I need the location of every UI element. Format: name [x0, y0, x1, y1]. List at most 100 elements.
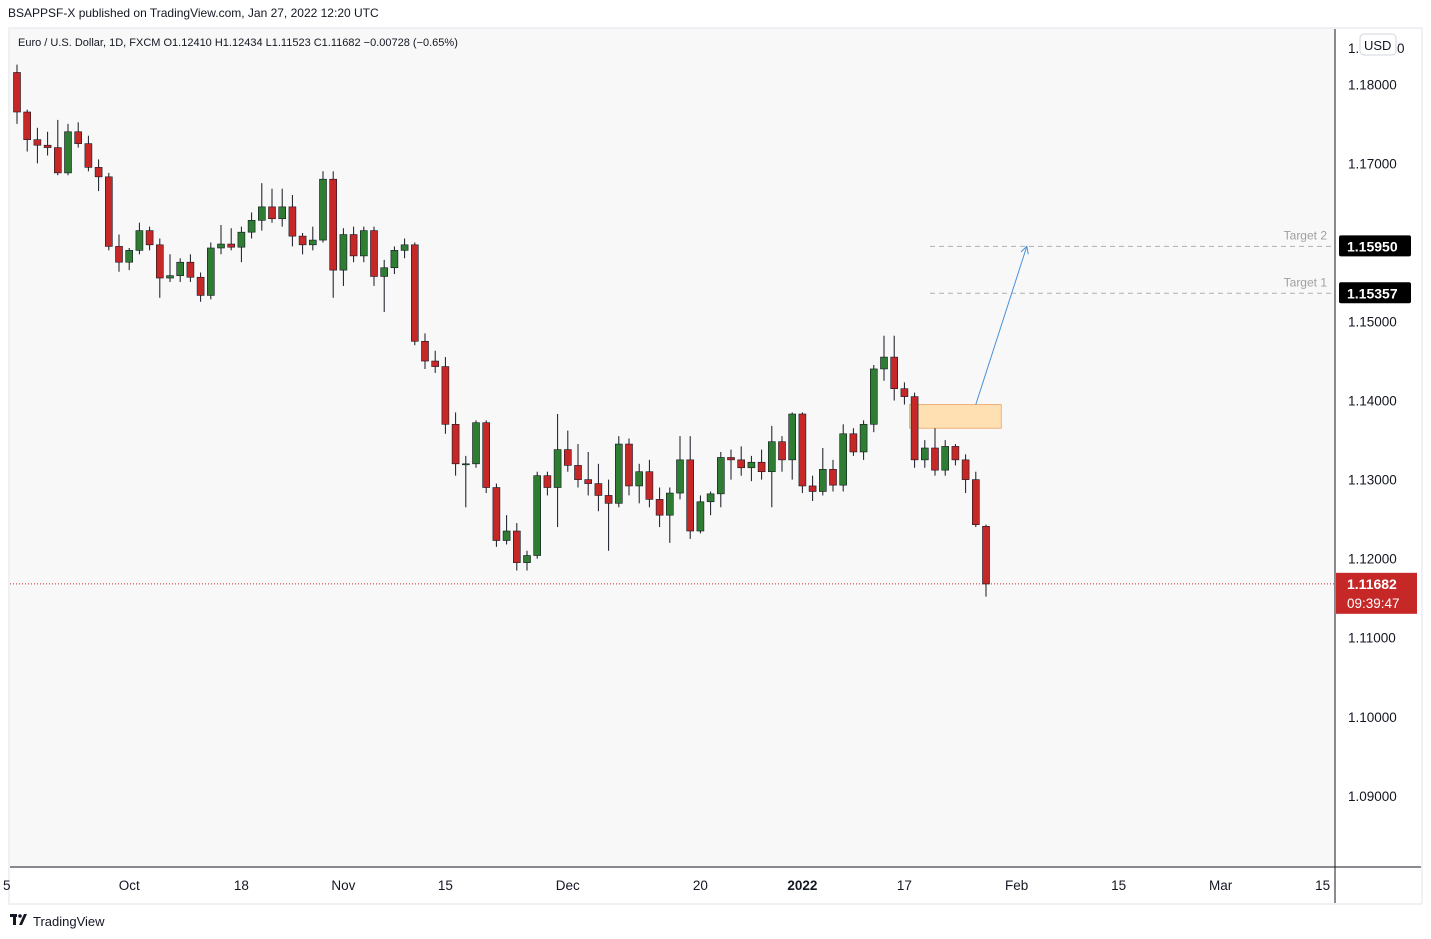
candle-body[interactable]: [614, 443, 623, 504]
candle-body[interactable]: [553, 449, 562, 488]
candle-body[interactable]: [665, 492, 674, 516]
candle-body[interactable]: [604, 495, 613, 504]
candle-body[interactable]: [645, 471, 654, 500]
candle-body[interactable]: [370, 230, 378, 277]
candle-body[interactable]: [298, 235, 307, 246]
candle-body[interactable]: [941, 446, 950, 471]
candle-body[interactable]: [859, 423, 868, 453]
projection-arrow[interactable]: [975, 246, 1028, 405]
candle-body[interactable]: [288, 206, 297, 237]
candle-body[interactable]: [421, 340, 429, 362]
candle-body[interactable]: [400, 244, 409, 251]
candle-body[interactable]: [900, 388, 909, 397]
candle-body[interactable]: [278, 206, 287, 220]
candle-body[interactable]: [829, 469, 837, 486]
candle-body[interactable]: [186, 261, 195, 278]
candle-body[interactable]: [441, 366, 450, 425]
candle-body[interactable]: [115, 246, 123, 263]
candle-body[interactable]: [676, 459, 684, 494]
candle-body[interactable]: [33, 139, 42, 146]
candle-body[interactable]: [43, 144, 52, 148]
candle-body[interactable]: [778, 441, 786, 461]
candle-body[interactable]: [890, 356, 899, 390]
candle-body[interactable]: [135, 230, 144, 251]
candle-body[interactable]: [227, 243, 235, 248]
candle-body[interactable]: [308, 239, 317, 246]
candle-body[interactable]: [247, 220, 256, 233]
candle-body[interactable]: [166, 275, 174, 279]
candle-body[interactable]: [798, 413, 807, 487]
candle-body[interactable]: [747, 461, 756, 469]
candle-body[interactable]: [706, 493, 715, 503]
candle-body[interactable]: [492, 487, 501, 541]
candle-body[interactable]: [849, 433, 858, 453]
candle-body[interactable]: [461, 463, 470, 466]
candle-body[interactable]: [910, 396, 919, 461]
candle-body[interactable]: [410, 244, 419, 342]
candle-body[interactable]: [931, 447, 939, 471]
candle-body[interactable]: [207, 247, 215, 296]
candle-body[interactable]: [319, 178, 327, 241]
candle-body[interactable]: [951, 446, 960, 461]
candle-body[interactable]: [105, 176, 113, 247]
candle-body[interactable]: [737, 459, 746, 469]
candle-body[interactable]: [217, 243, 225, 249]
candle-body[interactable]: [563, 449, 572, 466]
candle-body[interactable]: [502, 530, 511, 541]
candle-body[interactable]: [329, 178, 338, 271]
plot-area[interactable]: [10, 29, 1335, 867]
candle-body[interactable]: [523, 555, 531, 563]
candle-body[interactable]: [880, 356, 888, 370]
candle-body[interactable]: [53, 147, 62, 174]
candle-body[interactable]: [971, 479, 980, 525]
candle-body[interactable]: [869, 368, 878, 425]
candle-body[interactable]: [94, 167, 103, 178]
candle-body[interactable]: [818, 469, 827, 492]
candle-body[interactable]: [839, 433, 848, 486]
candle-body[interactable]: [431, 360, 440, 367]
candle-body[interactable]: [380, 267, 389, 277]
candle-body[interactable]: [584, 479, 593, 484]
candle-body[interactable]: [655, 499, 664, 516]
candle-body[interactable]: [961, 459, 970, 480]
candle-body[interactable]: [574, 465, 582, 480]
candle-body[interactable]: [359, 230, 368, 257]
candle-body[interactable]: [696, 501, 705, 532]
candle-body[interactable]: [686, 459, 695, 532]
candle-body[interactable]: [23, 111, 32, 140]
candle-body[interactable]: [808, 485, 817, 492]
footer-branding[interactable]: TradingView: [10, 913, 105, 929]
candle-body[interactable]: [268, 206, 276, 220]
candle-body[interactable]: [451, 423, 460, 465]
candle-body[interactable]: [257, 206, 266, 221]
candle-body[interactable]: [156, 244, 164, 279]
candle-body[interactable]: [543, 475, 552, 488]
candle-body[interactable]: [757, 461, 766, 473]
candle-body[interactable]: [920, 447, 929, 461]
candle-body[interactable]: [176, 261, 184, 276]
candle-body[interactable]: [716, 457, 725, 495]
candle-body[interactable]: [196, 276, 205, 296]
candle-body[interactable]: [64, 131, 72, 174]
candle-body[interactable]: [482, 422, 491, 488]
candle-body[interactable]: [788, 413, 797, 461]
candle-body[interactable]: [339, 234, 348, 271]
candle-body[interactable]: [635, 471, 644, 487]
candle-body[interactable]: [512, 530, 521, 563]
candle-body[interactable]: [349, 234, 358, 257]
candle-body[interactable]: [472, 422, 480, 465]
candle-body[interactable]: [767, 441, 776, 473]
candle-body[interactable]: [727, 457, 735, 461]
currency-badge[interactable]: [1359, 33, 1397, 56]
candle-body[interactable]: [237, 231, 246, 248]
candle-body[interactable]: [533, 475, 542, 556]
candle-body[interactable]: [625, 443, 633, 487]
candle-body[interactable]: [13, 72, 21, 113]
candle-body[interactable]: [145, 230, 154, 246]
candle-body[interactable]: [125, 250, 133, 263]
candle-body[interactable]: [74, 131, 82, 144]
supply-zone[interactable]: [909, 404, 1002, 429]
candle-body[interactable]: [982, 525, 990, 585]
candle-body[interactable]: [594, 483, 603, 496]
